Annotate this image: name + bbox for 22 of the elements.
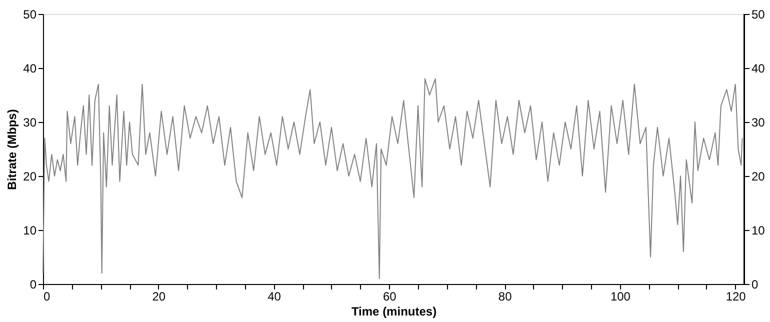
y-tick-label: 20	[23, 170, 37, 184]
x-tick-label: 120	[726, 290, 746, 304]
x-axis-title: Time (minutes)	[351, 304, 437, 318]
y-tick-label: 50	[23, 8, 37, 22]
y-tick-label: 40	[23, 62, 37, 76]
y2-tick-label: 0	[752, 278, 758, 292]
y-tick-label: 30	[23, 116, 37, 130]
y-tick-label: 10	[23, 224, 37, 238]
line-series	[42, 78, 743, 280]
x-tick-label: 0	[44, 290, 50, 304]
y2-tick-label: 10	[752, 224, 766, 238]
y2-tick-label: 40	[752, 62, 766, 76]
y2-tick-label: 30	[752, 116, 766, 130]
x-tick-label: 60	[382, 290, 397, 304]
x-tick-label: 20	[152, 290, 166, 304]
y2-tick-label: 50	[752, 8, 766, 22]
y-axis-title: Bitrate (Mbps)	[5, 109, 20, 190]
y-tick-label: 0	[30, 278, 37, 292]
x-tick-label: 80	[498, 290, 512, 304]
x-tick-label: 100	[610, 290, 631, 304]
y2-tick-label: 20	[752, 170, 766, 184]
x-tick-label: 40	[268, 290, 282, 304]
